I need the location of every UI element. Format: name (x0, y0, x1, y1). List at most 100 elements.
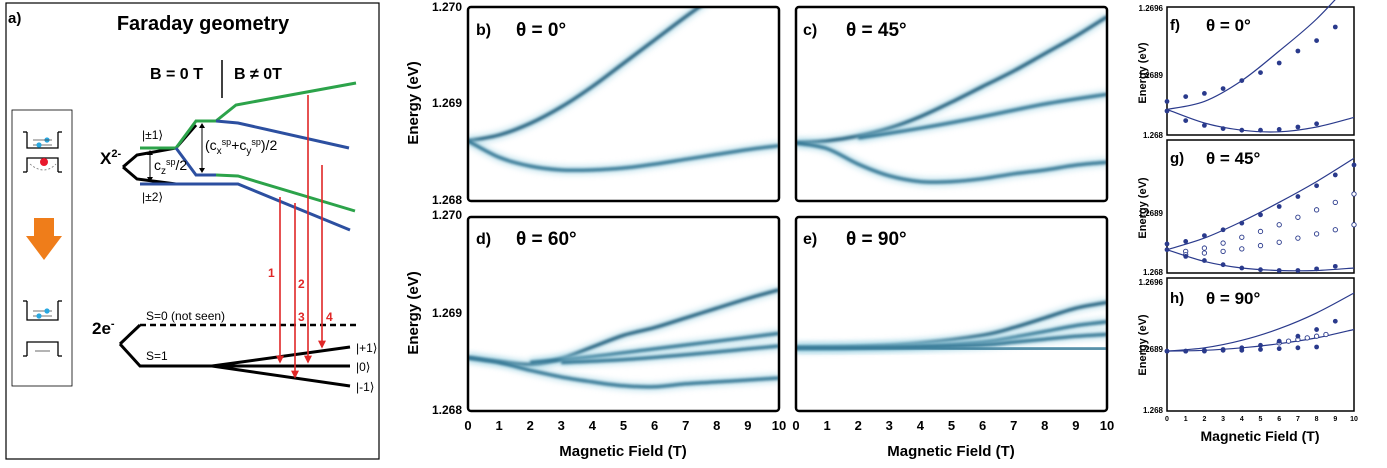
panel-d-letter: d) (476, 231, 491, 248)
data-point-open (1257, 242, 1264, 249)
panel-b-letter: b) (476, 22, 491, 39)
panel-a-letter: a) (8, 10, 21, 27)
ket-plus1: |+1⟩ (356, 341, 377, 355)
data-point-open (1304, 335, 1310, 341)
fit-g-ytick-bottom: 1.268 (1143, 268, 1164, 277)
panel-d-angle: θ = 60° (516, 229, 577, 250)
inset-schematic (11, 109, 73, 387)
tick-x-label: 2 (527, 418, 534, 433)
tick-x-label: 9 (744, 418, 751, 433)
data-point (1258, 70, 1263, 75)
data-point (1183, 94, 1189, 99)
panel-b-angle: θ = 0° (516, 20, 566, 41)
data-point (1202, 258, 1207, 263)
branch-blue-lower (216, 182, 351, 232)
panel-c-angle: θ = 45° (846, 20, 907, 41)
panel-f-plot (1164, 0, 1355, 133)
data-point (1314, 327, 1319, 332)
fit-g-ylabel: Energy (eV) (1137, 177, 1149, 238)
data-point (1332, 172, 1338, 178)
data-point (1276, 60, 1282, 66)
data-point (1258, 267, 1263, 273)
panel-e-traces (796, 297, 1107, 354)
heatmap-panels: b) θ = 0° c) θ = 45° d) θ = 60° e) θ = 9… (405, 0, 1114, 460)
x-ticks-left: 0 1 2 3 4 5 6 7 8 9 10 (464, 418, 786, 433)
fit-h-ylabel: Energy (eV) (1137, 314, 1149, 375)
data-point (1239, 220, 1245, 226)
fit-tick-x-label: 0 (1165, 416, 1169, 423)
fit-g-ytick-mid: 1.2689 (1139, 209, 1164, 218)
data-point (1295, 48, 1301, 54)
data-point (1276, 268, 1282, 273)
b-zero-label: B = 0 T (150, 66, 203, 83)
panel-e-letter: e) (803, 231, 817, 248)
data-point (1258, 342, 1263, 348)
orange-down-arrow-icon (26, 218, 62, 260)
data-point (1276, 346, 1282, 352)
y-axis-label-bottom: Energy (eV) (405, 271, 422, 354)
data-point (1332, 318, 1338, 324)
data-point (1314, 266, 1319, 272)
data-point (1220, 86, 1226, 91)
fit-tick-x-label: 7 (1296, 416, 1300, 423)
data-point (1332, 263, 1338, 269)
tick-y-1.269-top: 1.269 (432, 96, 462, 110)
ket-zero: |0⟩ (356, 360, 370, 374)
data-point (1332, 24, 1338, 30)
data-point-open (1220, 240, 1226, 246)
panel-d: d) θ = 60° (466, 215, 781, 413)
fit-panels: f) θ = 0° g) θ = 45° h) θ = 90° 1.2696 1… (1137, 0, 1358, 444)
data-point-open (1332, 227, 1338, 233)
panel-g-angle: θ = 45° (1206, 149, 1260, 168)
data-point (1164, 247, 1170, 253)
data-point (1202, 123, 1207, 128)
data-point (1220, 262, 1226, 268)
transition-3-label: 3 (298, 310, 305, 324)
fit-h-ytick-bottom: 1.268 (1143, 406, 1164, 415)
data-point (1314, 183, 1319, 189)
inset-frame (11, 109, 73, 387)
fit-h-ytick-top: 1.2696 (1139, 278, 1164, 287)
data-point-open (1313, 231, 1320, 237)
electron-dot (36, 313, 42, 319)
tick-x-label: 6 (651, 418, 658, 433)
panel-f-letter: f) (1170, 17, 1180, 34)
state-pm2-label: |±2⟩ (142, 190, 163, 204)
fit-tick-x-label: 4 (1240, 416, 1244, 423)
y-axis-label-top: Energy (eV) (405, 61, 422, 144)
tick-x-label: 5 (620, 418, 627, 433)
transition-1-label: 1 (268, 266, 275, 280)
transition-2-label: 2 (298, 277, 305, 291)
data-point (1295, 268, 1301, 273)
fit-curve-h-1 (1166, 292, 1355, 352)
fit-x-axis-label: Magnetic Field (T) (1201, 428, 1320, 444)
data-point-open (1332, 199, 1338, 205)
b-nonzero-label: B ≠ 0T (234, 66, 282, 83)
data-point-open (1239, 234, 1245, 240)
tick-y-1.270-bottom: 1.270 (432, 208, 462, 222)
data-point (1239, 265, 1245, 271)
tick-x-label: 1 (495, 418, 502, 433)
fit-tick-x-label: 1 (1184, 416, 1188, 423)
data-point (1164, 99, 1170, 104)
data-point (1295, 194, 1301, 199)
panel-a-title: Faraday geometry (117, 13, 290, 35)
fit-tick-x-label: 6 (1277, 416, 1281, 423)
tick-x-label: 2 (855, 418, 862, 433)
data-point (1314, 121, 1319, 127)
data-point (1276, 126, 1282, 132)
tick-y-1.268-bottom: 1.268 (432, 403, 462, 417)
panel-d-frame (466, 215, 781, 413)
fit-tick-x-label: 10 (1350, 416, 1358, 423)
data-point (1314, 344, 1319, 350)
panel-c: c) θ = 45° (794, 5, 1109, 203)
panel-e-angle: θ = 90° (846, 229, 907, 250)
panel-b: b) θ = 0° (466, 5, 781, 203)
data-point (1202, 91, 1207, 96)
data-point-open (1257, 228, 1264, 235)
tick-x-label: 10 (1100, 418, 1114, 433)
fit-tick-x-label: 3 (1221, 416, 1225, 423)
data-point (1295, 124, 1301, 130)
trace-line-c-1 (796, 15, 1107, 145)
